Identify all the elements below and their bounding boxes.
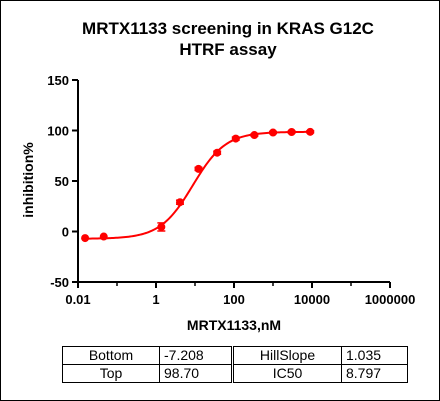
data-point [231, 134, 240, 143]
y-tick-label: 50 [55, 174, 69, 189]
y-tick-label: 150 [47, 73, 69, 88]
param-name-bottom: Bottom [62, 346, 160, 365]
param-name-hillslope: HillSlope [233, 346, 342, 365]
y-axis-label: inhibition% [20, 142, 36, 218]
x-tick-label: 10000 [294, 292, 330, 307]
data-point [213, 148, 222, 157]
chart-title-line-1: MRTX1133 screening in KRAS G12C [82, 19, 374, 38]
data-point [269, 128, 277, 137]
param-name-top: Top [62, 364, 160, 383]
data-point [81, 234, 90, 243]
x-tick-label: 0.01 [65, 292, 90, 307]
params-table-right: HillSlope 1.035 IC50 8.797 [233, 346, 408, 383]
y-tick-label: -50 [50, 275, 69, 290]
data-point [306, 127, 315, 136]
data-point [157, 222, 166, 231]
data-point [194, 164, 203, 173]
data-point [175, 198, 184, 207]
data-points-layer [81, 127, 315, 243]
data-point [250, 131, 259, 140]
data-point [99, 232, 108, 241]
param-value-bottom: -7.208 [159, 346, 232, 365]
fit-curve [85, 130, 311, 240]
data-point [287, 128, 296, 137]
param-name-ic50: IC50 [233, 364, 342, 383]
param-value-ic50: 8.797 [341, 364, 408, 383]
param-value-top: 98.70 [159, 364, 232, 383]
table-row: Bottom -7.208 [62, 346, 232, 365]
table-row: Top 98.70 [62, 364, 232, 383]
x-axis-label: MRTX1133,nM [187, 317, 281, 333]
table-row: HillSlope 1.035 [233, 346, 408, 365]
param-value-hillslope: 1.035 [341, 346, 408, 365]
chart-title-line-2: HTRF assay [179, 40, 277, 59]
fit-curve-layer [85, 130, 311, 240]
params-table-left: Bottom -7.208 Top 98.70 [62, 346, 232, 383]
axes: -50 0 50 100 150 0.01 1 100 10000 1000000 [47, 73, 415, 307]
y-tick-label: 100 [47, 124, 69, 139]
x-tick-label: 1 [152, 292, 159, 307]
table-row: IC50 8.797 [233, 364, 408, 383]
y-tick-label: 0 [62, 225, 69, 240]
x-tick-label: 1000000 [365, 292, 416, 307]
x-tick-label: 100 [223, 292, 245, 307]
